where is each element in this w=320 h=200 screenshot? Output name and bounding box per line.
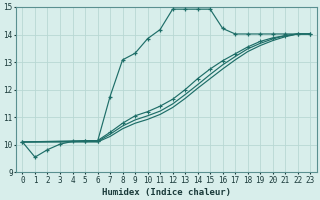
X-axis label: Humidex (Indice chaleur): Humidex (Indice chaleur) (102, 188, 231, 197)
